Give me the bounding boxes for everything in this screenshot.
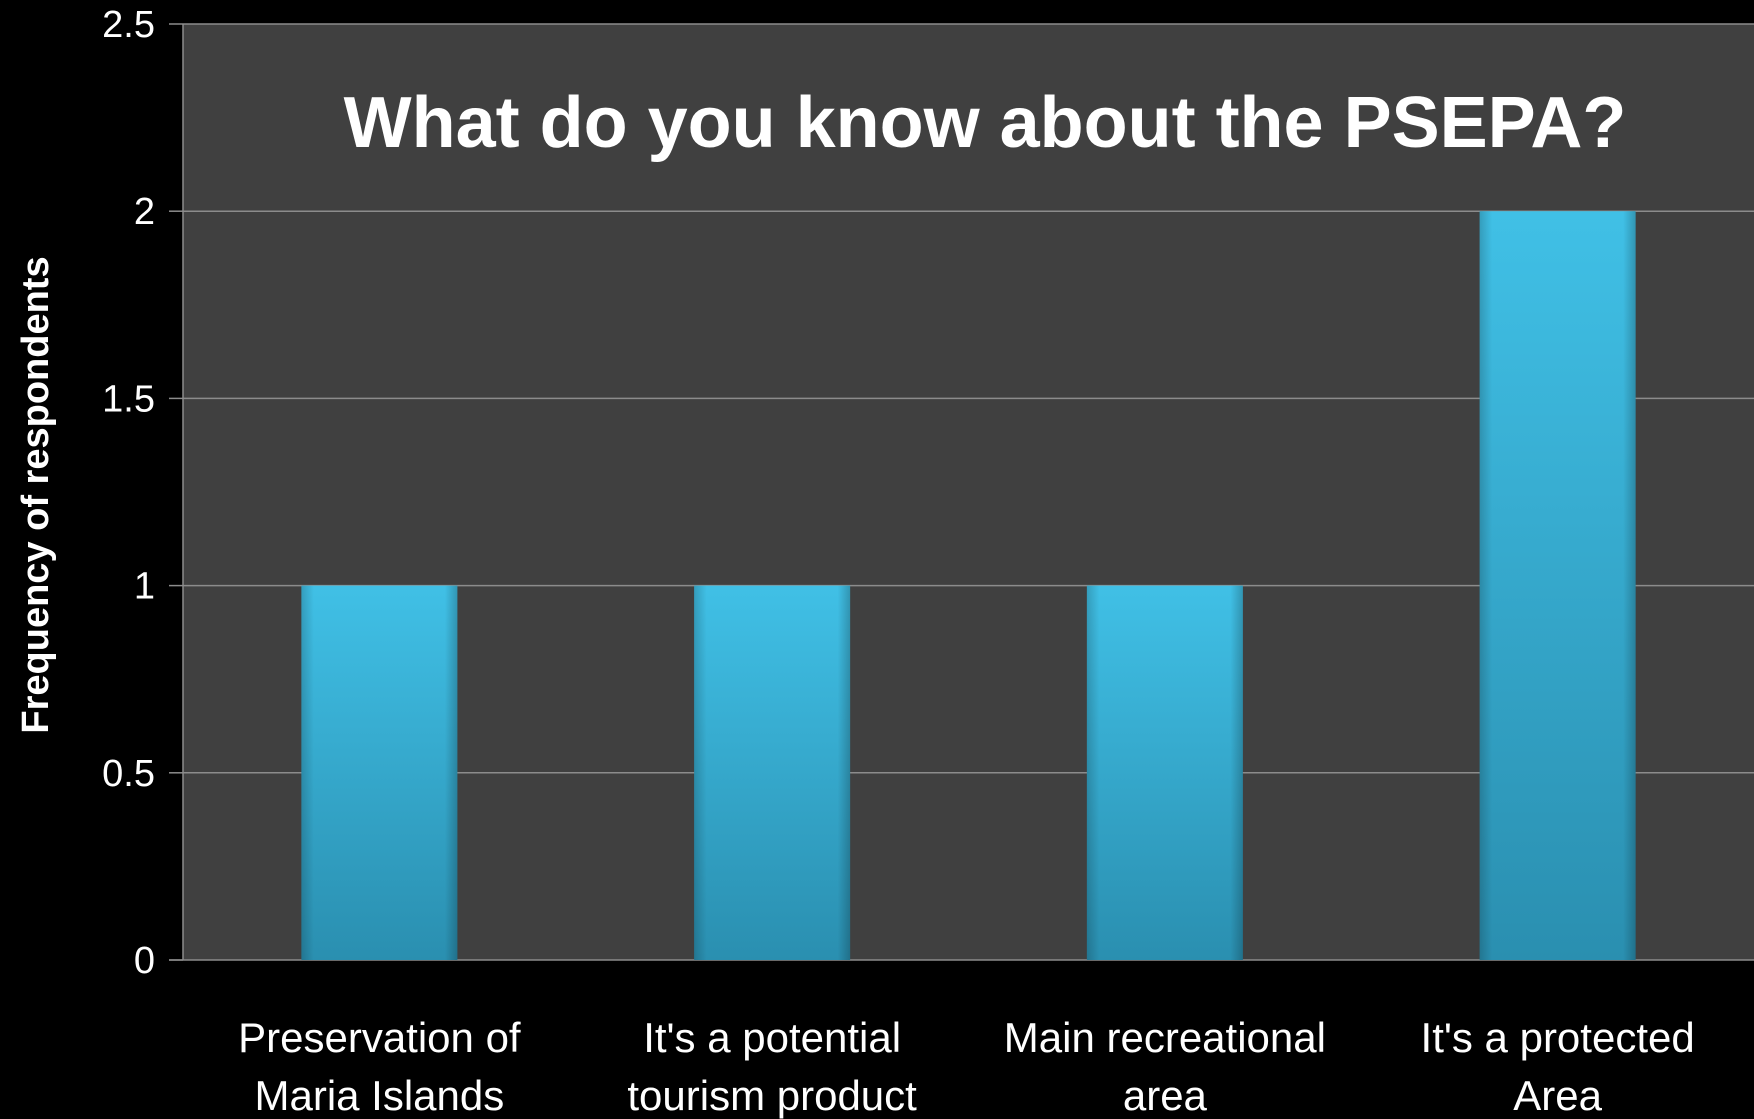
x-tick-label: tourism product [627, 1072, 917, 1119]
x-tick-label: Area [1513, 1072, 1602, 1119]
y-tick-label: 1 [134, 566, 155, 608]
y-axis-label: Frequency of respondents [15, 256, 57, 733]
x-tick-label: Preservation of [238, 1014, 521, 1061]
y-tick-label: 2.5 [102, 4, 155, 46]
x-tick-label: It's a protected [1421, 1014, 1695, 1061]
y-tick-label: 1.5 [102, 378, 155, 420]
x-tick-label: It's a potential [643, 1014, 901, 1061]
x-tick-label: Maria Islands [254, 1072, 504, 1119]
x-tick-label: Main recreational [1004, 1014, 1326, 1061]
x-tick-label: area [1123, 1072, 1208, 1119]
y-tick-label: 0 [134, 940, 155, 982]
bar-shade [1479, 211, 1636, 960]
chart-title: What do you know about the PSEPA? [344, 83, 1627, 163]
bar-shade [1086, 585, 1243, 960]
y-tick-labels: 0 0.5 1 1.5 2 2.5 [102, 4, 155, 982]
bars [301, 211, 1636, 960]
y-tick-label: 2 [134, 191, 155, 233]
x-tick-labels: Preservation of Maria Islands It's a poten… [238, 1014, 1695, 1119]
y-tick-label: 0.5 [102, 753, 155, 795]
bar-shade [301, 585, 458, 960]
bar-shade [694, 585, 851, 960]
